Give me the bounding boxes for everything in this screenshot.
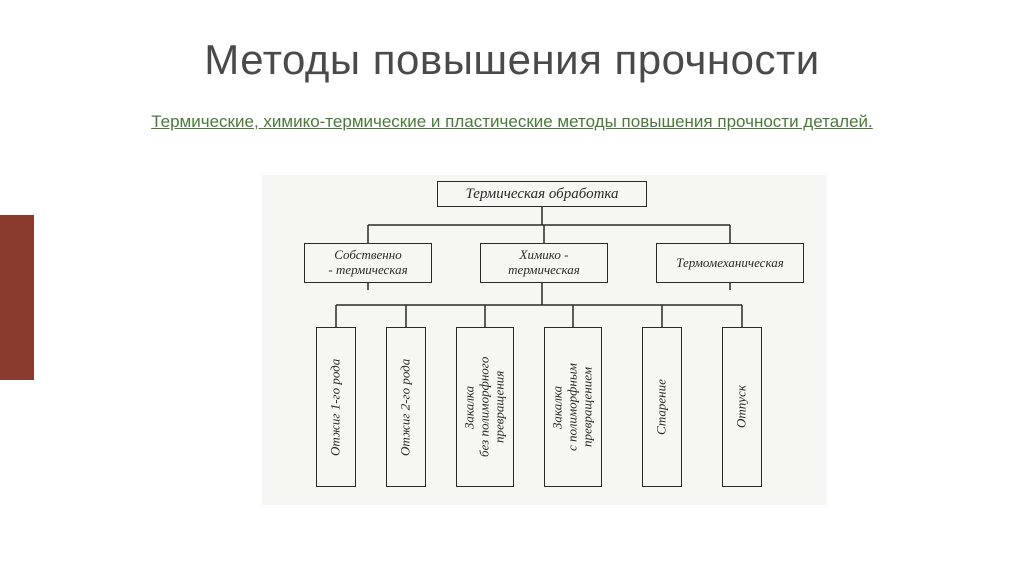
node-lf2: Отжиг 2-го рода: [386, 327, 426, 487]
accent-bar: [0, 215, 34, 380]
node-root-label: Термическая обработка: [465, 186, 618, 203]
node-l2c: Термомеханическая: [656, 243, 804, 283]
node-lf2-label: Отжиг 2-го рода: [399, 358, 414, 455]
node-l2b-label: Химико -термическая: [508, 248, 580, 278]
node-lf6: Отпуск: [722, 327, 762, 487]
node-lf5: Старение: [642, 327, 682, 487]
node-lf1-label: Отжиг 1-го рода: [329, 358, 344, 455]
node-l2c-label: Термомеханическая: [676, 256, 784, 271]
node-l2a: Собственно- термическая: [304, 243, 432, 283]
tree-diagram: Термическая обработка Собственно- термич…: [262, 175, 827, 505]
node-lf3: Закалкабез полиморфногопревращения: [456, 327, 514, 487]
node-l2a-label: Собственно- термическая: [328, 248, 407, 278]
node-root: Термическая обработка: [437, 181, 647, 207]
node-lf4: Закалкас полиморфнымпревращением: [544, 327, 602, 487]
node-l2b: Химико -термическая: [480, 243, 608, 283]
page-title: Методы повышения прочности: [0, 36, 1024, 84]
node-lf4-label: Закалкас полиморфнымпревращением: [551, 363, 596, 451]
node-lf3-label: Закалкабез полиморфногопревращения: [463, 357, 508, 457]
node-lf1: Отжиг 1-го рода: [316, 327, 356, 487]
node-lf6-label: Отпуск: [735, 386, 750, 429]
page-subtitle: Термические, химико-термические и пласти…: [0, 112, 1024, 132]
node-lf5-label: Старение: [655, 379, 670, 435]
